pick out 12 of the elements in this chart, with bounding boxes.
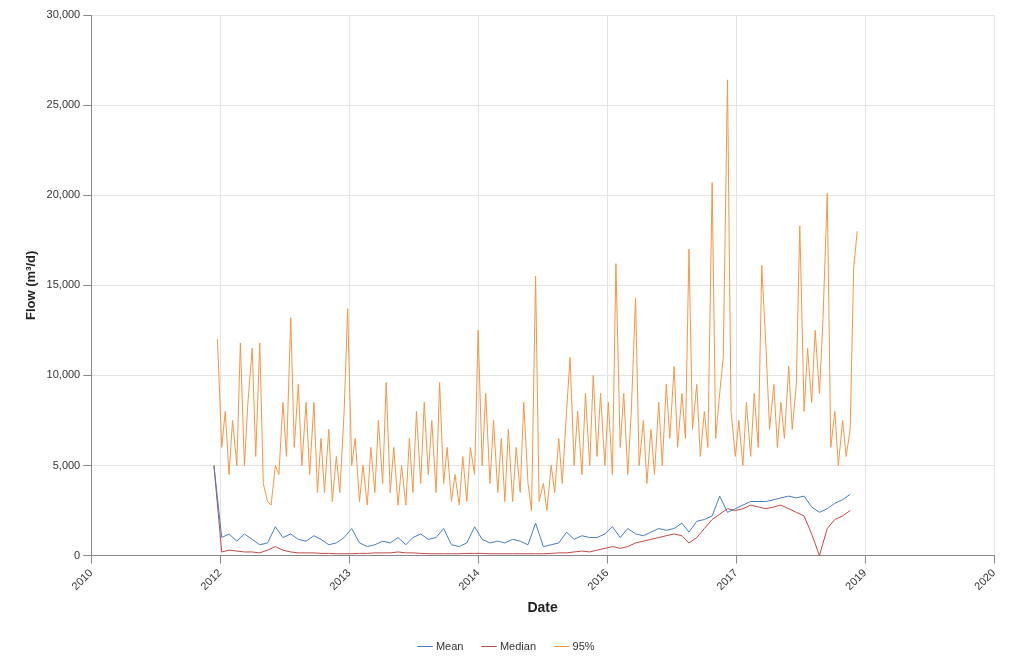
legend-label: Mean: [435, 639, 464, 652]
legend-label: 95%: [572, 639, 595, 652]
y-tick-label: 0: [74, 548, 81, 561]
y-tick-label: 15,000: [46, 278, 81, 291]
x-axis-title: Date: [527, 599, 558, 616]
y-tick-label: 10,000: [46, 368, 81, 381]
y-tick-label: 20,000: [46, 188, 81, 201]
y-axis-title: Flow (m³/d): [23, 250, 39, 320]
y-tick-label: 5,000: [52, 458, 81, 471]
legend-label: Median: [499, 639, 537, 652]
y-tick-label: 30,000: [46, 8, 81, 21]
y-tick-label: 25,000: [46, 98, 81, 111]
